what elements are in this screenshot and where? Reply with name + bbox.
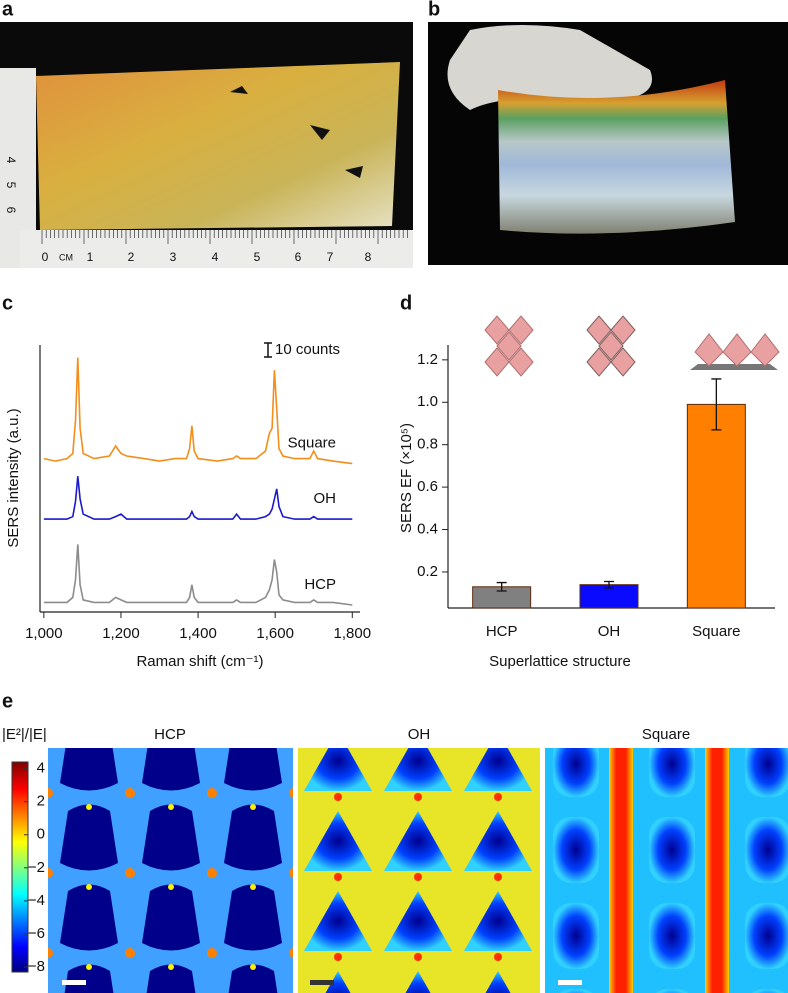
error-bar xyxy=(711,378,722,431)
panel-label: b xyxy=(428,0,440,20)
field-maps: |E²|/|E| HCP OH Square xyxy=(2,726,788,993)
chart-c: 10 counts Raman shift (cm⁻¹) SERS intens… xyxy=(5,341,360,670)
x-tick-label: Square xyxy=(692,623,740,640)
colorbar-tick-label: 2 xyxy=(37,793,45,810)
ruler-label: 7 xyxy=(327,250,334,264)
ruler-label: 6 xyxy=(4,207,18,214)
x-tick-label: 1,600 xyxy=(256,625,294,642)
y-tick-label: 1.2 xyxy=(417,351,438,368)
colorbar-title: |E²|/|E| xyxy=(2,726,47,743)
x-tick-label: OH xyxy=(598,623,621,640)
map-title: HCP xyxy=(154,726,186,743)
colorbar-tick-label: −2 xyxy=(28,859,45,876)
series-label: OH xyxy=(314,490,337,507)
colorbar-tick-label: −6 xyxy=(28,925,45,942)
panel-label: d xyxy=(400,292,412,314)
y-tick-label: 0.2 xyxy=(417,563,438,580)
photo-b xyxy=(428,22,788,265)
x-tick-label: 1,000 xyxy=(25,625,63,642)
photo-a xyxy=(0,22,413,268)
y-tick-label: 0.6 xyxy=(417,478,438,495)
ruler-label: 6 xyxy=(295,250,302,264)
icon-oh xyxy=(586,315,636,377)
x-axis-label: Raman shift (cm⁻¹) xyxy=(136,653,263,670)
x-tick-label: 1,800 xyxy=(334,625,372,642)
panel-label: c xyxy=(2,292,13,314)
icon-square xyxy=(690,333,780,370)
x-axis-label: Superlattice structure xyxy=(489,653,631,670)
ruler-label: 0 xyxy=(42,250,49,264)
colorbar xyxy=(11,761,29,973)
colorbar-tick-label: 0 xyxy=(37,826,45,843)
colorbar-tick-label: −4 xyxy=(28,892,45,909)
map-title: OH xyxy=(408,726,431,743)
map-oh xyxy=(298,748,540,993)
colorbar-tick-label: −8 xyxy=(28,958,45,975)
y-tick-label: 0.4 xyxy=(417,520,438,537)
chart-d: Superlattice structure SERS EF (×10⁵) xyxy=(398,315,780,670)
map-square xyxy=(545,748,788,993)
error-bar xyxy=(604,580,614,589)
annotation: 10 counts xyxy=(275,341,340,358)
spectrum xyxy=(43,476,353,520)
ruler-label: 4 xyxy=(4,157,18,164)
map-hcp xyxy=(48,748,293,993)
ruler-label: CM xyxy=(59,252,73,262)
series-label: HCP xyxy=(304,576,336,593)
y-axis-label: SERS EF (×10⁵) xyxy=(398,423,415,533)
colorbar-tick-label: 4 xyxy=(37,760,45,777)
ruler-label: 1 xyxy=(87,250,94,264)
error-bar xyxy=(496,581,507,592)
x-tick-label: HCP xyxy=(486,623,518,640)
spectrum xyxy=(43,357,353,465)
y-tick-label: 0.8 xyxy=(417,436,438,453)
ruler-label: 2 xyxy=(128,250,135,264)
series-label: Square xyxy=(288,435,336,452)
icon-hcp xyxy=(484,315,534,377)
ruler-label: 5 xyxy=(254,250,261,264)
bar xyxy=(686,403,746,609)
ruler-label: 4 xyxy=(212,250,219,264)
x-tick-label: 1,200 xyxy=(102,625,140,642)
spectrum xyxy=(43,544,353,606)
ruler-label: 5 xyxy=(4,182,18,189)
panel-label: e xyxy=(2,690,13,712)
map-title: Square xyxy=(642,726,690,743)
ruler-label: 8 xyxy=(365,250,372,264)
y-tick-label: 1.0 xyxy=(417,393,438,410)
y-axis-label: SERS intensity (a.u.) xyxy=(5,408,22,547)
panel-label: a xyxy=(2,0,14,20)
x-tick-label: 1,400 xyxy=(179,625,217,642)
ruler-label: 3 xyxy=(170,250,177,264)
